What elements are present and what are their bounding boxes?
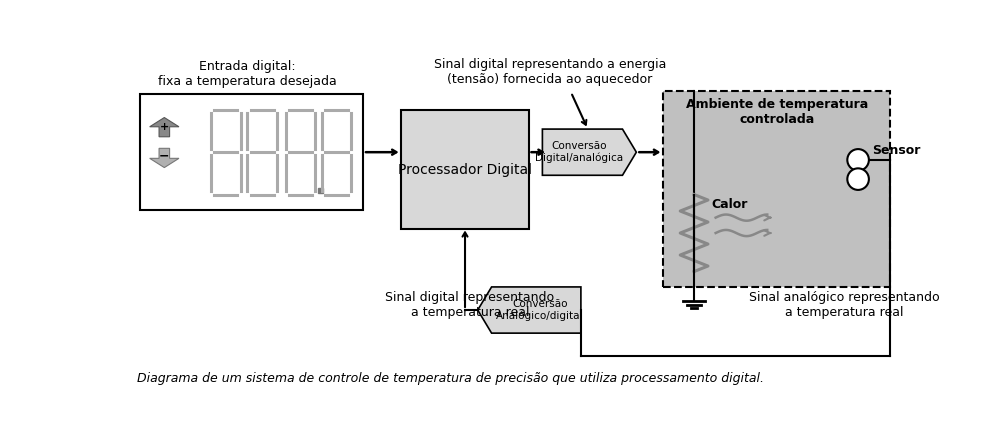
Text: Sensor: Sensor [872,144,921,157]
Text: Conversão
Analógico/digital: Conversão Analógico/digital [496,299,584,321]
Bar [401,110,529,229]
Bar [140,95,363,210]
Bar [318,187,323,193]
Text: Calor: Calor [711,198,748,211]
Circle shape [847,168,869,190]
Text: Ambiente de temperatura
controlada: Ambiente de temperatura controlada [685,98,868,126]
Polygon shape [477,287,581,333]
Text: +: + [160,122,169,132]
Text: Sinal digital representando
a temperatura real: Sinal digital representando a temperatur… [386,291,555,319]
Polygon shape [150,118,179,137]
Text: Sinal digital representando a energia
(tensão) fornecida ao aquecedor: Sinal digital representando a energia (t… [434,58,666,86]
Bar [663,91,890,287]
Text: Conversão
Digital/analógica: Conversão Digital/analógica [536,141,623,163]
Text: Diagrama de um sistema de controle de temperatura de precisão que utiliza proces: Diagrama de um sistema de controle de te… [138,372,765,385]
Polygon shape [543,129,636,175]
Text: Entrada digital:
fixa a temperatura desejada: Entrada digital: fixa a temperatura dese… [158,60,337,88]
Text: −: − [159,150,170,162]
Polygon shape [150,148,179,168]
Text: Sinal analógico representando
a temperatura real: Sinal analógico representando a temperat… [749,291,940,319]
Text: Processador Digital: Processador Digital [398,162,532,177]
Circle shape [847,149,869,171]
